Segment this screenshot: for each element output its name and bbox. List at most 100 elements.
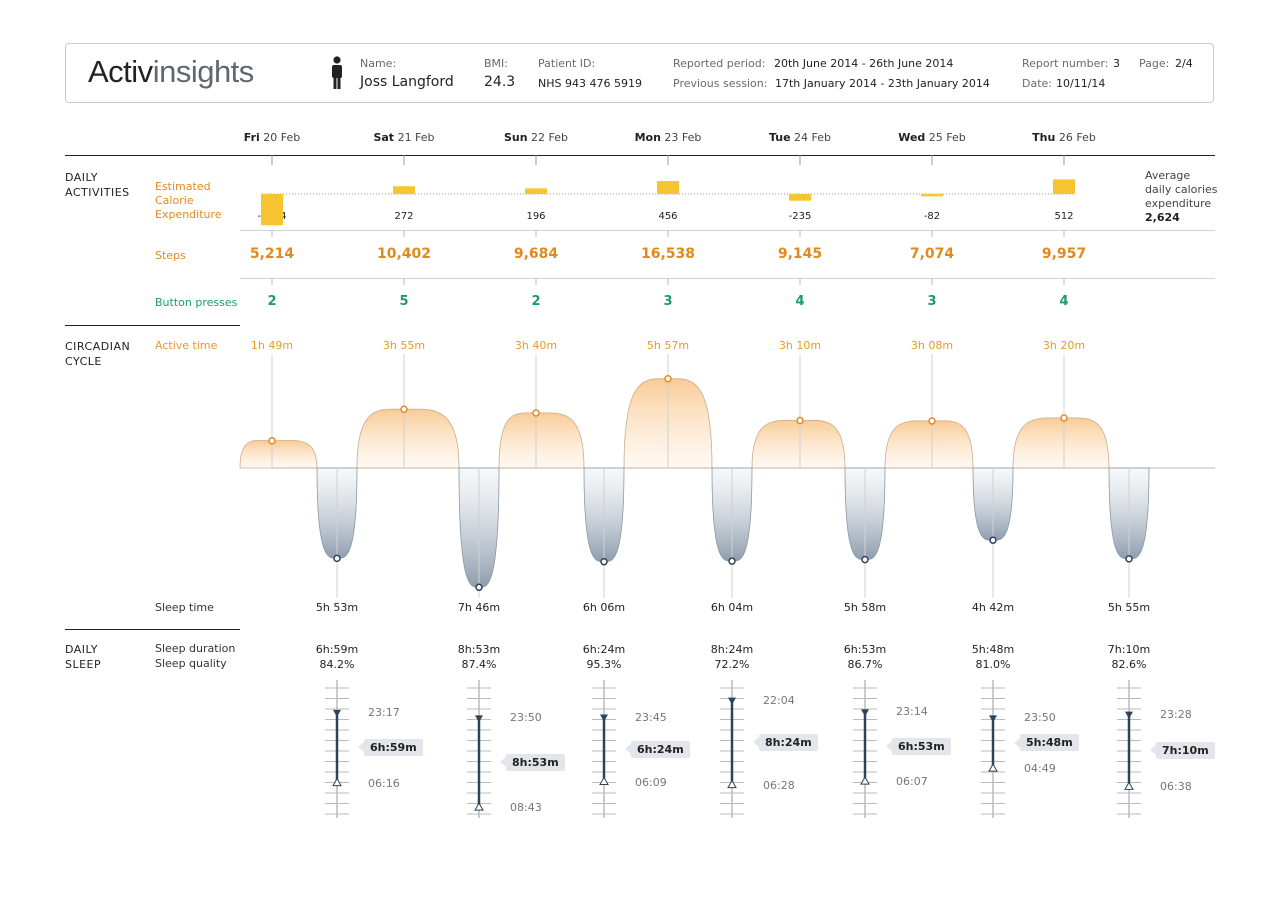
waketime-value: 06:09 xyxy=(635,775,667,789)
bedtime-value: 23:45 xyxy=(635,710,667,724)
calorie-value: -235 xyxy=(788,211,812,222)
active-time-value: 5h 57m xyxy=(646,339,690,352)
steps-value: 9,145 xyxy=(777,246,823,262)
active-hump xyxy=(356,408,460,469)
calorie-bar xyxy=(1053,179,1075,194)
day-header: Tue 24 Feb xyxy=(768,131,832,144)
activities-end-rule xyxy=(65,325,240,326)
active-peak-marker xyxy=(1060,414,1068,422)
button-presses-value: 3 xyxy=(663,294,673,309)
sleep-duration-badge: 6h:24m xyxy=(625,740,690,758)
sleep-duration-quality: 7h:10m 82.6% xyxy=(1107,643,1151,671)
report-header: Activinsights Name: Joss Langford BMI: 2… xyxy=(65,43,1214,103)
active-hump xyxy=(751,419,846,469)
steps-value: 9,957 xyxy=(1041,246,1087,262)
sleep-duration-badge: 7h:10m xyxy=(1150,741,1215,759)
active-peak-marker xyxy=(664,375,672,383)
bedtime-marker xyxy=(728,697,736,705)
calorie-bar xyxy=(525,188,547,194)
active-time-row-label: Active time xyxy=(155,339,218,352)
day-header: Mon 23 Feb xyxy=(634,131,702,144)
day-header: Thu 26 Feb xyxy=(1032,131,1096,144)
active-hump xyxy=(498,412,585,469)
calorie-value: 196 xyxy=(526,211,546,222)
sleep-time-value: 6h 04m xyxy=(710,601,754,614)
sleep-duration-quality: 6h:24m 95.3% xyxy=(582,643,626,671)
active-peak-marker xyxy=(532,409,540,417)
sleep-duration-badge: 8h:24m xyxy=(753,733,818,751)
bmi-value: 24.3 xyxy=(484,74,516,90)
sleep-time-value: 5h 53m xyxy=(315,601,359,614)
sleep-duration-quality: 6h:59m 84.2% xyxy=(315,643,359,671)
active-time-value: 3h 10m xyxy=(778,339,822,352)
button-presses-row-label: Button presses xyxy=(155,296,238,309)
button-presses-value: 3 xyxy=(927,294,937,309)
previous-session-value: 17th January 2014 - 23th January 2014 xyxy=(775,77,990,90)
date-label: Date: xyxy=(1022,77,1052,90)
day-header: Wed 25 Feb xyxy=(898,131,966,144)
waketime-marker xyxy=(988,763,998,772)
section-daily-sleep: DAILY SLEEP xyxy=(65,643,102,671)
bedtime-marker xyxy=(475,715,483,723)
report-number-value: 3 xyxy=(1113,57,1120,70)
day-header: Sat 21 Feb xyxy=(373,131,435,144)
sleep-time-value: 6h 06m xyxy=(582,601,626,614)
active-time-value: 3h 20m xyxy=(1042,339,1086,352)
active-peak-marker xyxy=(928,417,936,425)
sleep-trough-marker xyxy=(475,583,483,592)
active-hump xyxy=(239,439,318,469)
waketime-marker xyxy=(1124,781,1134,790)
waketime-marker xyxy=(332,777,342,787)
sleep-duration-quality: 5h:48m 81.0% xyxy=(971,643,1015,671)
button-presses-value: 2 xyxy=(531,294,541,309)
bedtime-marker xyxy=(989,715,997,723)
steps-value: 16,538 xyxy=(640,246,696,262)
sleep-duration-quality: 6h:53m 86.7% xyxy=(843,643,887,671)
calorie-value: 456 xyxy=(658,211,678,222)
button-presses-value: 5 xyxy=(399,294,409,309)
circadian-end-rule xyxy=(65,629,240,630)
steps-value: 7,074 xyxy=(909,246,955,262)
calorie-bar xyxy=(789,194,811,201)
active-peak-marker xyxy=(400,405,408,413)
calorie-value: 272 xyxy=(394,211,414,222)
bedtime-value: 23:17 xyxy=(368,705,400,719)
steps-value: 9,684 xyxy=(513,246,559,262)
steps-value: 10,402 xyxy=(376,246,432,262)
activinsights-logo: Activinsights xyxy=(88,54,254,89)
sleep-time-value: 4h 42m xyxy=(971,601,1015,614)
calorie-bar xyxy=(261,194,283,226)
button-presses-value: 4 xyxy=(1059,294,1069,309)
active-time-value: 3h 08m xyxy=(910,339,954,352)
sleep-duration-badge: 6h:53m xyxy=(886,737,951,755)
name-label: Name: xyxy=(360,57,397,70)
waketime-marker xyxy=(474,802,484,811)
active-time-value: 3h 55m xyxy=(382,339,426,352)
bedtime-value: 23:50 xyxy=(510,711,542,725)
calorie-value: 512 xyxy=(1054,211,1074,222)
active-time-value: 3h 40m xyxy=(514,339,558,352)
calorie-bar xyxy=(393,186,415,194)
waketime-value: 06:28 xyxy=(763,778,795,792)
sleep-trough-marker xyxy=(333,554,341,563)
day-header: Sun 22 Feb xyxy=(503,131,569,144)
sleep-duration-badge: 5h:48m xyxy=(1014,734,1079,752)
steps-row-label: Steps xyxy=(155,249,186,262)
sleep-duration-quality: 8h:53m 87.4% xyxy=(457,643,501,671)
section-daily-activities: DAILY ACTIVITIES xyxy=(65,171,130,199)
average-calories: Average daily calories expenditure 2,624 xyxy=(1145,169,1218,224)
section-circadian-cycle: CIRCADIAN CYCLE xyxy=(65,340,131,368)
button-presses-value: 4 xyxy=(795,294,805,309)
waketime-value: 06:38 xyxy=(1160,780,1192,794)
calorie-value: -82 xyxy=(923,211,941,222)
button-presses-value: 2 xyxy=(267,294,277,309)
sleep-trough-marker xyxy=(989,536,997,544)
patient-id-label: Patient ID: xyxy=(538,57,596,70)
patient-name: Joss Langford xyxy=(360,74,454,90)
sleep-trough-marker xyxy=(861,555,869,564)
waketime-value: 08:43 xyxy=(510,801,542,815)
previous-session-label: Previous session: xyxy=(673,77,768,90)
date-value: 10/11/14 xyxy=(1056,77,1106,90)
bedtime-value: 23:28 xyxy=(1160,707,1192,721)
